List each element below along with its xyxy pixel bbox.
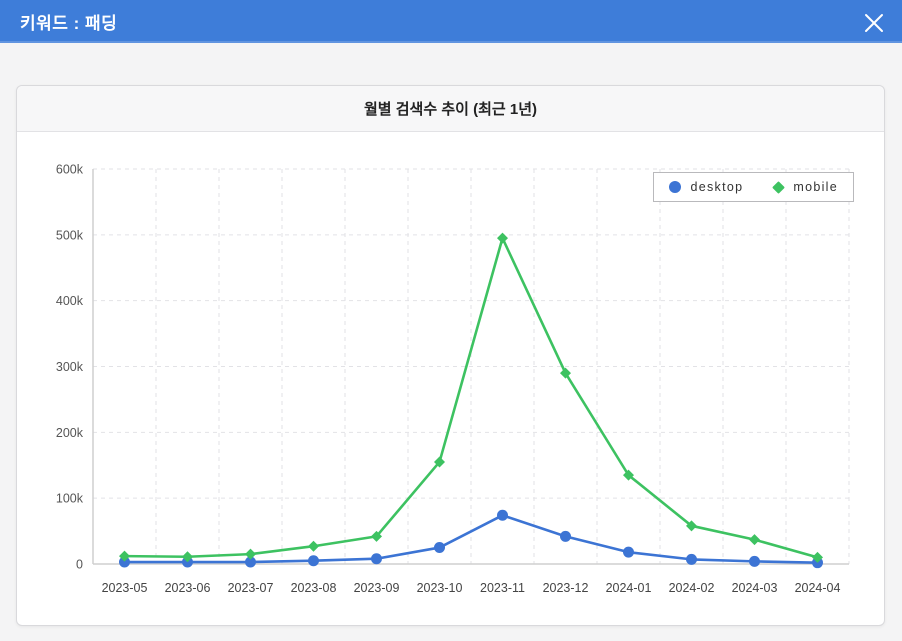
- svg-text:2023-11: 2023-11: [480, 581, 525, 595]
- chart-body: desktop mobile 0 100k 200k 300k 400k 500k 600k…: [17, 132, 884, 625]
- gridlines: [93, 168, 850, 564]
- svg-text:0: 0: [76, 558, 83, 572]
- modal-title: 키워드 : 패딩: [20, 14, 118, 33]
- svg-text:100k: 100k: [56, 492, 84, 506]
- svg-text:400k: 400k: [56, 294, 84, 308]
- series-mobile: [119, 232, 823, 563]
- chart-panel: 월별 검색수 추이 (최근 1년) desktop mobile 0 100k 20…: [16, 85, 885, 626]
- legend-item-desktop[interactable]: desktop: [669, 180, 743, 194]
- svg-text:2023-06: 2023-06: [165, 581, 211, 595]
- close-button[interactable]: [858, 7, 890, 39]
- y-axis-labels: 0 100k 200k 300k 400k 500k 600k: [56, 163, 84, 572]
- svg-text:2023-10: 2023-10: [417, 581, 463, 595]
- x-axis-labels: 2023-05 2023-06 2023-07 2023-08 2023-09 2023-…: [102, 581, 841, 595]
- svg-text:2023-05: 2023-05: [102, 581, 148, 595]
- svg-text:2024-03: 2024-03: [732, 581, 778, 595]
- svg-text:2023-08: 2023-08: [291, 581, 337, 595]
- svg-text:2024-02: 2024-02: [669, 581, 715, 595]
- panel-title-strip: 월별 검색수 추이 (최근 1년): [17, 86, 884, 132]
- legend-item-mobile[interactable]: mobile: [772, 180, 838, 194]
- svg-text:2023-12: 2023-12: [543, 581, 589, 595]
- svg-text:500k: 500k: [56, 228, 84, 242]
- svg-text:2023-09: 2023-09: [354, 581, 400, 595]
- axis-lines: [92, 169, 849, 565]
- chart-legend: desktop mobile: [653, 172, 854, 202]
- svg-text:600k: 600k: [56, 163, 84, 177]
- svg-text:2024-01: 2024-01: [606, 581, 652, 595]
- mobile-marker-icon: [772, 180, 786, 194]
- svg-text:2023-07: 2023-07: [228, 581, 274, 595]
- svg-text:200k: 200k: [56, 426, 84, 440]
- svg-text:300k: 300k: [56, 360, 84, 374]
- legend-label-mobile: mobile: [793, 180, 838, 194]
- chart-title: 월별 검색수 추이 (최근 1년): [363, 101, 537, 118]
- legend-label-desktop: desktop: [690, 180, 744, 194]
- svg-text:2024-04: 2024-04: [795, 581, 841, 595]
- close-icon: [865, 14, 883, 32]
- modal-header: 키워드 : 패딩: [0, 0, 902, 43]
- desktop-marker-icon: [669, 181, 682, 193]
